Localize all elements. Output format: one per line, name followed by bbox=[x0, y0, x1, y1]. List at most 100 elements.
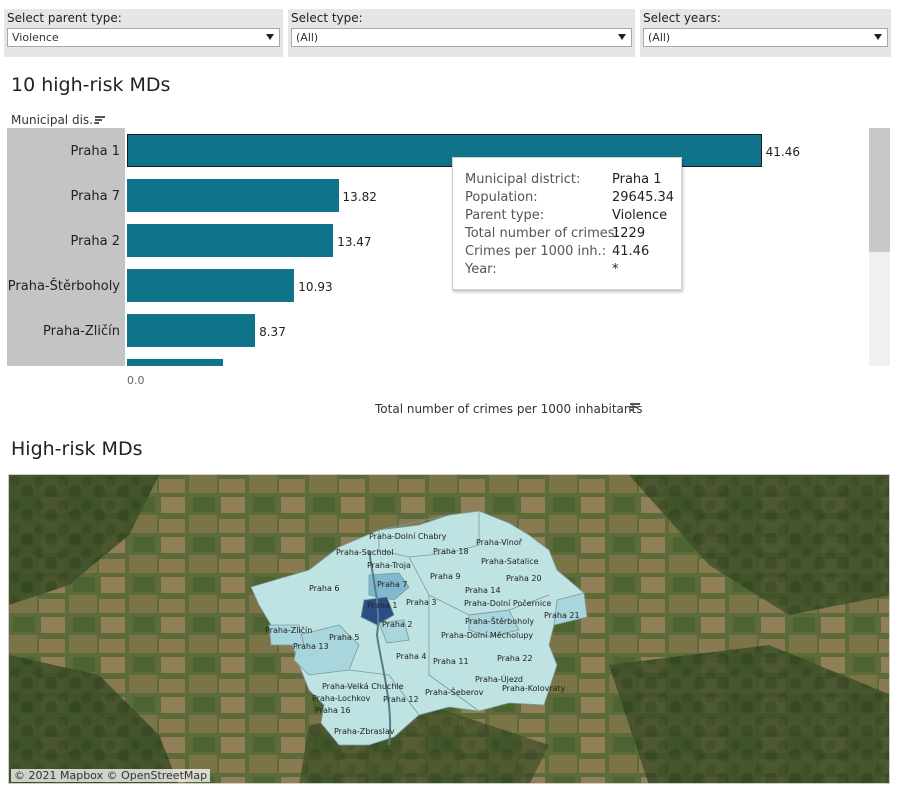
tooltip-value: 29645.34 bbox=[612, 190, 675, 205]
bar-chart-title: 10 high-risk MDs bbox=[11, 74, 171, 96]
bar[interactable] bbox=[127, 179, 339, 212]
district-label: Praha-Zbraslav bbox=[334, 727, 395, 736]
district-label: Praha-Kolovraty bbox=[502, 684, 566, 693]
bar-value-label: 13.47 bbox=[337, 235, 372, 249]
district-label: Praha-Štěrboholy bbox=[465, 615, 534, 626]
district-label: Praha 22 bbox=[497, 654, 533, 663]
parent-type-label: Select parent type: bbox=[7, 11, 122, 25]
prague-districts[interactable] bbox=[250, 510, 588, 746]
column-header-label: Municipal dis.. bbox=[11, 113, 97, 127]
district-label: Praha-Šeberov bbox=[425, 686, 484, 697]
vertical-scrollbar[interactable] bbox=[869, 128, 890, 366]
filter-bar: Select parent type: Violence Select type… bbox=[0, 0, 901, 62]
parent-type-filter: Select parent type: Violence bbox=[4, 9, 283, 57]
district-label: Praha 14 bbox=[465, 586, 501, 595]
map-title: High-risk MDs bbox=[11, 438, 143, 460]
years-label: Select years: bbox=[643, 11, 721, 25]
map-attribution: © 2021 Mapbox © OpenStreetMap bbox=[11, 769, 211, 782]
category-label[interactable]: Praha-Štěrboholy bbox=[7, 279, 120, 294]
type-dropdown[interactable]: (All) bbox=[291, 28, 632, 47]
type-label: Select type: bbox=[291, 11, 363, 25]
forest-area bbox=[9, 475, 159, 605]
district-labels: Praha-Dolní Chabry Praha-Suchdol Praha 18 P… bbox=[265, 532, 580, 736]
tooltip-value: Violence bbox=[612, 208, 668, 223]
forest-area bbox=[9, 655, 179, 783]
district-label: Praha 1 bbox=[367, 601, 397, 610]
bar-chart: Praha 1 Praha 7 Praha 2 Praha-Štěrboholy Pra… bbox=[7, 128, 892, 366]
parent-type-dropdown[interactable]: Violence bbox=[7, 28, 280, 47]
scrollbar-thumb[interactable] bbox=[869, 128, 890, 252]
district-label: Praha 21 bbox=[544, 611, 580, 620]
district-border bbox=[378, 510, 480, 558]
district-label: Praha-Dolní Měcholupy bbox=[441, 631, 533, 640]
type-value: (All) bbox=[296, 31, 319, 44]
district-label: Praha-Zličín bbox=[265, 625, 312, 635]
tooltip-label: Crimes per 1000 inh.: bbox=[465, 244, 607, 259]
bar[interactable] bbox=[127, 269, 295, 302]
district-label: Praha 2 bbox=[382, 620, 412, 629]
district-label: Praha 18 bbox=[433, 547, 469, 556]
column-header[interactable]: Municipal dis.. bbox=[11, 113, 105, 127]
bar[interactable] bbox=[127, 224, 334, 257]
years-value: (All) bbox=[648, 31, 671, 44]
bar-plot-area: 41.46 13.82 13.47 10.93 8.37 bbox=[127, 128, 869, 366]
district-border bbox=[428, 595, 480, 712]
bar-value-label: 13.82 bbox=[342, 190, 377, 204]
category-label[interactable]: Praha 1 bbox=[70, 144, 120, 159]
bar-value-label: 41.46 bbox=[765, 145, 800, 159]
district-label: Praha-Újezd bbox=[475, 673, 523, 684]
tooltip: Municipal district: Praha 1 Population: … bbox=[452, 157, 682, 290]
sort-icon[interactable] bbox=[630, 403, 640, 412]
district-label: Praha-Lochkov bbox=[312, 694, 371, 703]
district-label: Praha-Dolní Chabry bbox=[369, 532, 447, 541]
years-filter: Select years: (All) bbox=[640, 9, 891, 57]
chevron-down-icon bbox=[266, 34, 274, 40]
chevron-down-icon bbox=[618, 34, 626, 40]
forest-area bbox=[629, 475, 889, 615]
district-praha-7[interactable] bbox=[368, 572, 410, 601]
district-praha-2[interactable] bbox=[378, 619, 410, 644]
category-label[interactable]: Praha 7 bbox=[70, 189, 120, 204]
bar[interactable] bbox=[127, 134, 762, 167]
chevron-down-icon bbox=[874, 34, 882, 40]
district-map[interactable]: Praha-Dolní Chabry Praha-Suchdol Praha 18 P… bbox=[8, 474, 890, 784]
district-label: Praha 5 bbox=[329, 633, 359, 642]
district-label: Praha 7 bbox=[377, 580, 407, 589]
district-label: Praha-Dolní Počernice bbox=[464, 598, 551, 608]
sort-icon[interactable] bbox=[95, 116, 105, 125]
district-border bbox=[348, 669, 420, 716]
district-label: Praha 4 bbox=[396, 652, 426, 661]
district-label: Praha-Suchdol bbox=[336, 548, 394, 557]
x-axis-title[interactable]: Total number of crimes per 1000 inhabita… bbox=[375, 402, 642, 416]
x-axis-tick: 0.0 bbox=[127, 374, 145, 387]
district-label: Praha-Velká Chuchle bbox=[322, 682, 404, 691]
district-label: Praha 16 bbox=[315, 706, 351, 715]
category-label[interactable]: Praha 2 bbox=[70, 234, 120, 249]
category-label[interactable]: Praha-Zličín bbox=[43, 324, 120, 339]
tooltip-label: Year: bbox=[465, 262, 497, 277]
district-label: Praha 20 bbox=[506, 574, 542, 583]
bar[interactable] bbox=[127, 314, 256, 347]
bar-partial[interactable] bbox=[127, 359, 224, 366]
tooltip-label: Municipal district: bbox=[465, 172, 581, 187]
vltava-river bbox=[368, 549, 392, 746]
district-label: Praha-Vinoř bbox=[476, 538, 523, 547]
tooltip-value: Praha 1 bbox=[612, 172, 662, 187]
district-label: Praha-Satalice bbox=[481, 557, 539, 566]
district-label: Praha 12 bbox=[383, 695, 419, 704]
bar-value-label: 8.37 bbox=[259, 325, 286, 339]
years-dropdown[interactable]: (All) bbox=[643, 28, 888, 47]
tooltip-label: Parent type: bbox=[465, 208, 545, 223]
district-label: Praha-Troja bbox=[367, 561, 411, 570]
district-label: Praha 13 bbox=[293, 642, 329, 651]
district-praha-21[interactable] bbox=[553, 592, 588, 626]
district-border bbox=[408, 556, 550, 616]
parent-type-value: Violence bbox=[12, 31, 59, 44]
tooltip-value: 41.46 bbox=[612, 244, 650, 259]
map-canvas[interactable]: Praha-Dolní Chabry Praha-Suchdol Praha 18 P… bbox=[9, 475, 890, 784]
tooltip-value: * bbox=[612, 262, 619, 277]
district-praha-zlicin[interactable] bbox=[268, 624, 305, 646]
category-label-pane: Praha 1 Praha 7 Praha 2 Praha-Štěrboholy Pra… bbox=[7, 128, 125, 366]
forest-area bbox=[609, 645, 889, 783]
tooltip-label: Population: bbox=[465, 190, 538, 205]
